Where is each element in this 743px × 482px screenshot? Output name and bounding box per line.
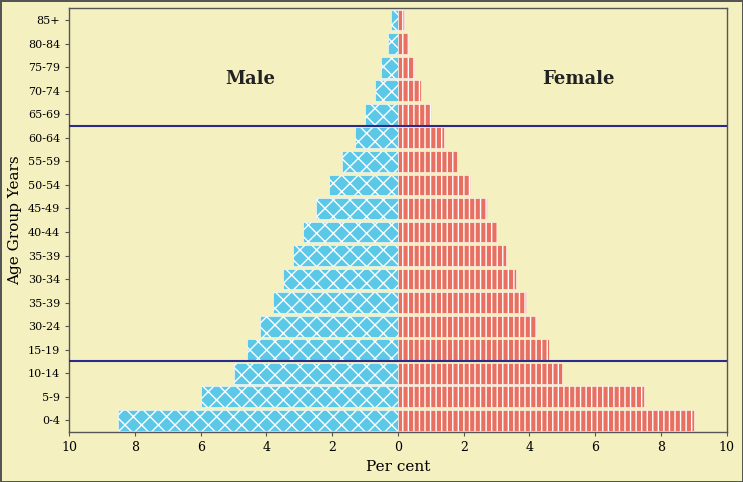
X-axis label: Per cent: Per cent bbox=[366, 460, 430, 474]
Bar bbox=[381, 57, 398, 78]
Bar bbox=[398, 174, 470, 195]
Bar bbox=[398, 316, 536, 336]
Bar bbox=[302, 222, 398, 242]
Bar bbox=[398, 410, 694, 431]
Text: Male: Male bbox=[225, 70, 275, 88]
Bar bbox=[201, 387, 398, 407]
Bar bbox=[398, 292, 526, 313]
Bar bbox=[316, 198, 398, 219]
Bar bbox=[398, 10, 404, 30]
Bar bbox=[118, 410, 398, 431]
Bar bbox=[342, 151, 398, 172]
Bar bbox=[365, 104, 398, 125]
Bar bbox=[392, 10, 398, 30]
Bar bbox=[293, 245, 398, 266]
Bar bbox=[398, 268, 516, 289]
Bar bbox=[398, 339, 549, 360]
Bar bbox=[247, 339, 398, 360]
Y-axis label: Age Group Years: Age Group Years bbox=[8, 155, 22, 285]
Bar bbox=[398, 363, 562, 384]
Bar bbox=[398, 33, 408, 54]
Bar bbox=[260, 316, 398, 336]
Bar bbox=[233, 363, 398, 384]
Bar bbox=[398, 198, 487, 219]
Bar bbox=[398, 57, 415, 78]
Bar bbox=[398, 104, 431, 125]
Bar bbox=[398, 222, 496, 242]
Bar bbox=[355, 127, 398, 148]
Bar bbox=[273, 292, 398, 313]
Bar bbox=[388, 33, 398, 54]
Bar bbox=[398, 80, 421, 101]
Bar bbox=[398, 245, 507, 266]
Bar bbox=[398, 151, 457, 172]
Bar bbox=[398, 127, 444, 148]
Bar bbox=[398, 387, 644, 407]
Bar bbox=[375, 80, 398, 101]
Bar bbox=[329, 174, 398, 195]
Text: Female: Female bbox=[542, 70, 615, 88]
Bar bbox=[283, 268, 398, 289]
